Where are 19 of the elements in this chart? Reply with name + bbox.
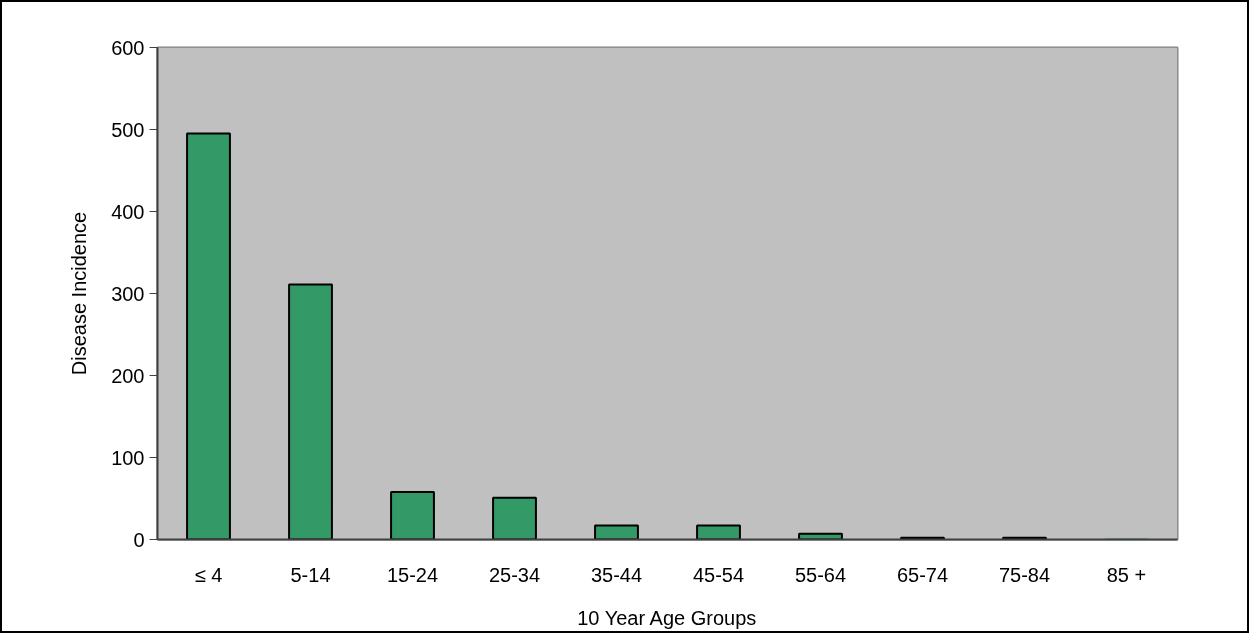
x-tick-label: 35-44	[590, 563, 643, 586]
x-axis-title: 10 Year Age Groups	[577, 606, 757, 629]
x-tick-label: 75-84	[998, 563, 1051, 586]
x-tick-label: 45-54	[692, 563, 745, 586]
y-tick-label: 500	[111, 118, 145, 141]
x-tick-label: 65-74	[896, 563, 949, 586]
y-tick-label: 200	[111, 364, 145, 387]
x-tick-label: ≤ 4	[194, 563, 223, 586]
y-axis-title: Disease Incidence	[68, 211, 91, 376]
y-tick-label: 300	[111, 282, 145, 305]
y-tick-label: 400	[111, 200, 145, 223]
x-tick-label: 55-64	[794, 563, 847, 586]
x-tick-label: 25-34	[488, 563, 541, 586]
y-tick-label: 0	[133, 528, 145, 551]
x-tick-label: 15-24	[386, 563, 439, 586]
y-tick-label: 100	[111, 446, 145, 469]
x-tick-label: 5-14	[290, 563, 331, 586]
x-tick-label: 85 +	[1106, 563, 1147, 586]
y-tick-label: 600	[111, 36, 145, 59]
